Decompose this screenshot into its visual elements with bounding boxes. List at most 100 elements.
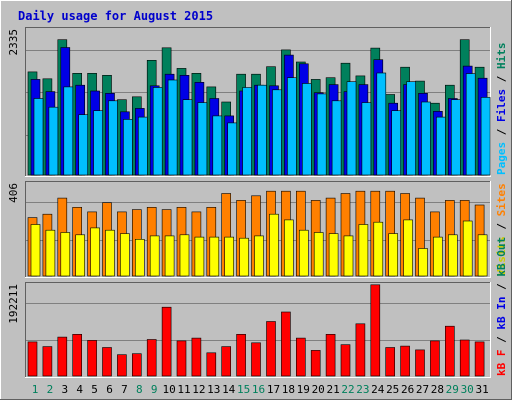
bar-pages-day-21 bbox=[331, 100, 342, 176]
panel-mid: 406 Visits / Sites bbox=[7, 181, 508, 278]
bar-pages-day-27 bbox=[421, 101, 431, 176]
x-tick-label-7: 7 bbox=[121, 383, 128, 396]
chart-title: Daily usage for August 2015 bbox=[18, 9, 213, 23]
bar-visits-day-14 bbox=[224, 236, 234, 277]
bar-visits-day-10 bbox=[164, 235, 175, 277]
bar-kb-f-day-24 bbox=[370, 284, 381, 377]
bar-pages-day-25 bbox=[391, 110, 402, 176]
x-tick-label-4: 4 bbox=[76, 383, 83, 396]
bar-pages-day-26 bbox=[406, 81, 416, 176]
bars-mid bbox=[27, 190, 488, 277]
x-tick-label-15: 15 bbox=[237, 383, 250, 396]
x-tick-label-8: 8 bbox=[136, 383, 143, 396]
bar-visits-day-26 bbox=[403, 219, 413, 277]
legend-item: / bbox=[495, 330, 508, 350]
bar-visits-day-8 bbox=[135, 239, 145, 277]
bar-pages-day-5 bbox=[93, 110, 103, 176]
bar-kb-f-day-28 bbox=[430, 340, 440, 377]
bar-visits-day-15 bbox=[239, 237, 249, 277]
bar-visits-day-9 bbox=[149, 235, 160, 277]
bar-kb-f-day-13 bbox=[206, 352, 217, 377]
bar-kb-f-day-17 bbox=[266, 321, 276, 377]
bar-pages-day-17 bbox=[272, 89, 282, 176]
bar-kb-f-day-29 bbox=[444, 325, 455, 377]
panels-layer: 2335 Pages / Files / Hits 406 Visits / Site… bbox=[7, 27, 508, 378]
bar-kb-f-day-8 bbox=[132, 353, 142, 377]
x-tick-label-16: 16 bbox=[252, 383, 265, 396]
x-tick-label-22: 22 bbox=[341, 383, 354, 396]
bar-pages-day-29 bbox=[450, 99, 461, 176]
bar-visits-day-6 bbox=[105, 229, 115, 277]
bar-kb-f-day-27 bbox=[415, 349, 425, 377]
bar-pages-day-16 bbox=[257, 84, 267, 176]
bar-kb-f-day-31 bbox=[474, 341, 485, 377]
x-tick-label-10: 10 bbox=[162, 383, 175, 396]
x-tick-label-6: 6 bbox=[106, 383, 113, 396]
x-tick-label-1: 1 bbox=[32, 383, 39, 396]
x-tick-label-29: 29 bbox=[446, 383, 459, 396]
bars-top bbox=[27, 39, 491, 176]
legend-item: Files bbox=[495, 89, 508, 122]
x-tick-label-5: 5 bbox=[91, 383, 98, 396]
bar-kb-f-day-30 bbox=[459, 339, 470, 377]
bar-kb-f-day-10 bbox=[161, 306, 172, 377]
bar-pages-day-3 bbox=[63, 86, 74, 176]
x-tick-label-2: 2 bbox=[47, 383, 54, 396]
bar-kb-f-day-9 bbox=[146, 339, 157, 377]
x-tick-label-28: 28 bbox=[431, 383, 444, 396]
bar-kb-f-day-5 bbox=[87, 340, 97, 377]
x-tick-label-23: 23 bbox=[356, 383, 369, 396]
bar-pages-day-1 bbox=[33, 98, 44, 176]
x-tick-label-3: 3 bbox=[61, 383, 68, 396]
legend-item: Hits bbox=[495, 43, 508, 70]
bar-visits-day-23 bbox=[358, 224, 369, 277]
bar-visits-day-27 bbox=[418, 248, 428, 277]
legend-item: kB F bbox=[495, 350, 508, 377]
bar-visits-day-17 bbox=[269, 213, 279, 277]
bar-kb-f-day-1 bbox=[27, 341, 38, 377]
x-tick-label-20: 20 bbox=[312, 383, 325, 396]
bars-bot bbox=[27, 284, 485, 377]
bar-kb-f-day-25 bbox=[385, 347, 396, 377]
bar-pages-day-10 bbox=[167, 79, 178, 176]
x-tick-label-25: 25 bbox=[386, 383, 399, 396]
bar-visits-day-24 bbox=[373, 221, 384, 277]
bar-kb-f-day-3 bbox=[57, 336, 68, 377]
x-tick-label-9: 9 bbox=[151, 383, 158, 396]
bar-kb-f-day-14 bbox=[221, 346, 231, 377]
bar-visits-day-21 bbox=[328, 233, 339, 277]
x-axis-labels: 1 2 3 4 5 6 7 8 9 10 11 12 13 14 15 16 17 18 19 20 21 22 23 24 2… bbox=[32, 383, 489, 396]
bar-visits-day-3 bbox=[60, 232, 71, 277]
bar-kb-f-day-2 bbox=[42, 346, 53, 377]
bar-kb-f-day-12 bbox=[191, 337, 202, 377]
bar-pages-day-20 bbox=[316, 93, 327, 176]
legend-item: kB In bbox=[495, 297, 508, 330]
bar-visits-day-20 bbox=[313, 232, 324, 277]
bar-pages-day-19 bbox=[301, 83, 312, 176]
legend-item: / bbox=[495, 277, 508, 297]
legend-mid: Visits / Sites bbox=[495, 183, 508, 276]
bar-kb-f-day-21 bbox=[325, 333, 336, 377]
bar-visits-day-7 bbox=[120, 233, 130, 277]
bar-pages-day-31 bbox=[480, 97, 491, 176]
y-max-label-top: 2335 bbox=[7, 29, 20, 56]
bar-visits-day-19 bbox=[298, 229, 309, 277]
x-tick-label-14: 14 bbox=[222, 383, 236, 396]
legend-top: Pages / Files / Hits bbox=[495, 43, 508, 176]
bar-visits-day-12 bbox=[194, 236, 205, 277]
bar-visits-day-18 bbox=[284, 219, 294, 277]
legend-item: kB Out bbox=[495, 237, 508, 277]
x-tick-label-17: 17 bbox=[267, 383, 280, 396]
bar-kb-f-day-23 bbox=[355, 323, 366, 377]
bar-kb-f-day-18 bbox=[281, 311, 291, 377]
y-max-label-mid: 406 bbox=[7, 183, 20, 203]
legend-bot: kB F / kB In / kB Out bbox=[495, 237, 508, 376]
bar-pages-day-8 bbox=[138, 116, 148, 176]
bar-pages-day-30 bbox=[465, 73, 476, 176]
bar-kb-f-day-11 bbox=[176, 340, 187, 377]
bar-pages-day-4 bbox=[78, 114, 88, 176]
bar-kb-f-day-20 bbox=[310, 350, 321, 377]
bar-visits-day-31 bbox=[477, 234, 488, 277]
y-max-label-bot: 192211 bbox=[7, 284, 20, 324]
